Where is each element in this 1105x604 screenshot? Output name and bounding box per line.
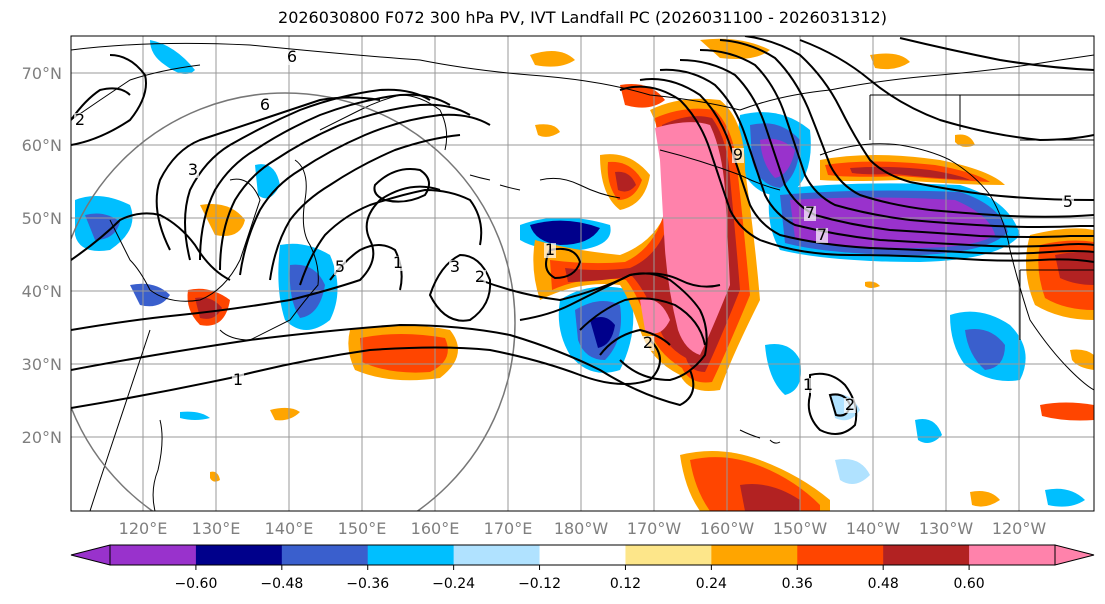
contour-label-bg [334,260,346,275]
lon-label: 170°W [627,519,682,538]
colorbar-segment [625,545,712,565]
contour-label-bg [802,378,814,393]
contour-label: 1 [803,375,813,394]
lat-label: 30°N [22,355,62,374]
contour-label-bg [449,260,461,275]
contour-label: 6 [260,95,270,114]
lon-label: 170°E [484,519,533,538]
colorbar-tick-label: −0.48 [260,576,303,592]
lon-label: 180°W [554,519,609,538]
lon-label: 130°E [192,519,241,538]
colorbar-segment [539,545,626,565]
map-fields [71,36,1094,511]
pv-contours [71,36,1094,435]
contour-label-bg [732,148,744,163]
lon-label: 120°E [119,519,168,538]
contour-label: 2 [845,395,855,414]
contour-label-bg [259,98,271,113]
lat-label: 20°N [22,428,62,447]
contour-label-bg [642,336,654,351]
contour-label: 2 [475,267,485,286]
contour-label-bg [1062,195,1074,210]
colorbar-segment [797,545,884,565]
contour-label: 7 [817,225,827,244]
colorbar-tick-label: −0.60 [174,576,217,592]
colorbar: −0.60 −0.48 −0.36 −0.24 −0.12 0.12 0.24 0.36 0.4… [70,544,1095,592]
lat-label: 40°N [22,282,62,301]
figure-title: 2026030800 F072 300 hPa PV, IVT Landfall… [278,8,887,27]
contour-label: 5 [1063,192,1073,211]
colorbar-segment [281,545,369,565]
colorbar-segment [711,545,798,565]
contour-label-bg [392,256,404,271]
contour-label: 1 [233,370,243,389]
contour-label: 3 [450,257,460,276]
region-circle [71,92,516,511]
colorbar-segment [110,545,197,565]
contour-label: 7 [805,203,815,222]
contour-label-bg [74,113,86,128]
contour-label: 1 [393,253,403,272]
colorbar-segment [969,545,1056,565]
lon-label: 120°W [992,519,1047,538]
contour-label: 9 [733,145,743,164]
colorbar-tick-label: −0.12 [518,576,561,592]
latitude-labels: 70°N 60°N 50°N 40°N 30°N 20°N [22,64,62,447]
lat-label: 70°N [22,64,62,83]
lat-label: 60°N [22,136,62,155]
lon-label: 140°E [265,519,314,538]
colorbar-tick-label: −0.24 [432,576,475,592]
colorbar-tick-label: 0.12 [610,576,641,592]
contour-label: 2 [643,333,653,352]
contour-label-bg [474,270,486,285]
colorbar-segment [453,545,541,565]
contour-label-bg [544,243,556,258]
colorbar-tick-label: 0.60 [954,576,985,592]
lon-label: 130°W [919,519,974,538]
contour-label-bg [187,163,199,178]
contour-label: 2 [75,110,85,129]
contour-label: 5 [335,257,345,276]
lon-label: 160°W [700,519,755,538]
lon-label: 160°E [411,519,460,538]
lon-label: 140°W [846,519,901,538]
colorbar-segment [883,545,970,565]
colorbar-segments [109,544,1056,566]
longitude-labels: 120°E 130°E 140°E 150°E 160°E 170°E 180°W 170°W… [119,519,1047,538]
colorbar-segment [195,545,283,565]
contour-label-bg [286,50,298,65]
graticule [71,36,1094,511]
lon-label: 150°E [338,519,387,538]
contour-label-bg [844,398,856,413]
colorbar-ticks: −0.60 −0.48 −0.36 −0.24 −0.12 0.12 0.24 0.36 0.4… [174,565,985,592]
colorbar-segment [367,545,455,565]
lon-label: 150°W [773,519,828,538]
contour-label: 1 [545,240,555,259]
positive-ivt-regions [187,38,1094,511]
contour-label: 3 [188,160,198,179]
lat-label: 50°N [22,209,62,228]
colorbar-extend-low [70,544,111,566]
contour-label-bg [804,206,816,221]
contour-label-bg [232,373,244,388]
contour-label: 6 [287,47,297,66]
colorbar-tick-label: 0.24 [696,576,727,592]
colorbar-tick-label: 0.36 [782,576,813,592]
colorbar-extend-high [1054,544,1095,566]
map-border [70,35,1095,512]
colorbar-tick-label: −0.36 [346,576,389,592]
colorbar-tick-label: 0.48 [868,576,899,592]
contour-label-bg [816,228,828,243]
